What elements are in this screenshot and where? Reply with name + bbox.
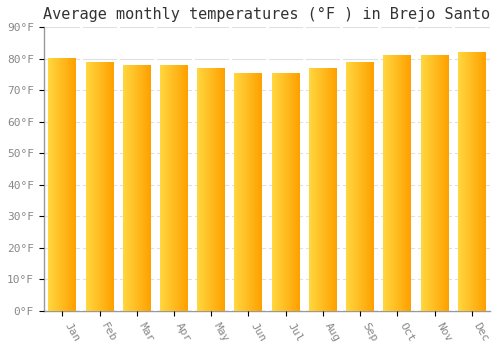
Title: Average monthly temperatures (°F ) in Brejo Santo: Average monthly temperatures (°F ) in Br… [44,7,490,22]
